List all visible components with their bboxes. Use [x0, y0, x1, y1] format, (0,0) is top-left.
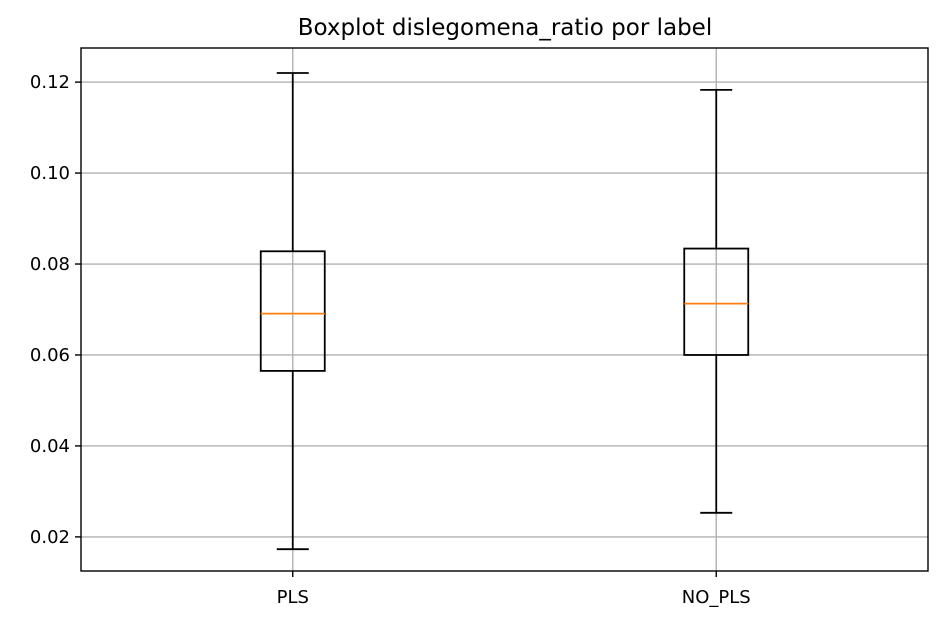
box-plots [259, 72, 750, 551]
grid-lines [81, 48, 928, 571]
x-tick-label: PLS [277, 587, 309, 608]
iqr-box [259, 250, 326, 372]
box-group-pls [259, 72, 326, 551]
y-tick-label: 0.02 [30, 527, 70, 548]
plot-frame [80, 47, 929, 572]
chart-title: Boxplot dislegomena_ratio por label [298, 15, 712, 41]
y-tick-label: 0.04 [30, 436, 70, 457]
y-tick-label: 0.12 [30, 72, 70, 93]
iqr-box [683, 247, 750, 356]
box-group-no-pls [683, 88, 750, 514]
y-tick-label: 0.06 [30, 345, 70, 366]
y-tick-label: 0.08 [30, 254, 70, 275]
axes: 0.02 0.04 0.06 0.08 0.10 0.12 PLS NO_PLS [30, 72, 751, 608]
x-tick-label: NO_PLS [682, 587, 751, 608]
y-tick-label: 0.10 [30, 163, 70, 184]
